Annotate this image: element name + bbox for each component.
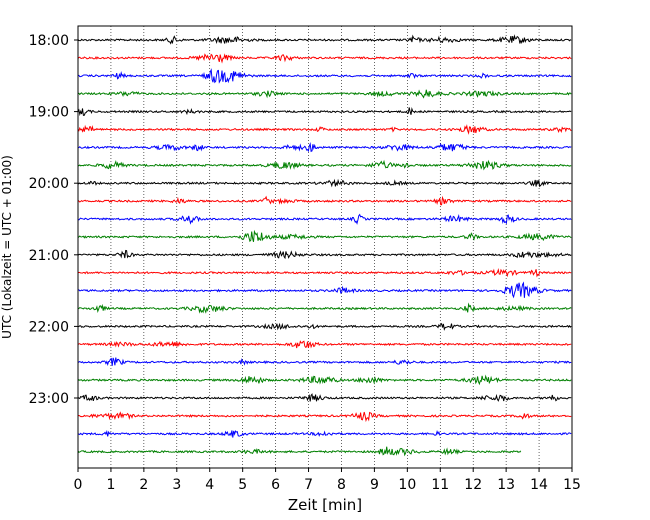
x-axis-ticks: 0 1 2 3 4 5 6 7 8 9 10 11 12 13 14 15 <box>74 468 581 493</box>
x-tick-label: 1 <box>106 477 115 493</box>
x-tick-label: 8 <box>337 477 346 493</box>
trace-1930 <box>77 141 572 153</box>
trace-1815 <box>77 53 572 64</box>
y-tick-label: 23:00 <box>29 391 69 407</box>
trace-2115 <box>77 267 572 278</box>
x-axis-label: Zeit [min] <box>288 496 362 514</box>
x-tick-label: 11 <box>431 477 449 493</box>
trace-1915 <box>77 124 572 135</box>
y-axis-label: UTC (Lokalzeit = UTC + 01:00) <box>0 155 14 339</box>
trace-2245 <box>77 374 572 386</box>
trace-2330 <box>77 429 572 438</box>
y-tick-label: 20:00 <box>29 176 69 192</box>
x-tick-label: 13 <box>497 477 515 493</box>
y-axis-ticks: 18:00 19:00 20:00 21:00 22:00 23:00 <box>29 33 78 407</box>
trace-2030 <box>77 213 572 225</box>
x-tick-label: 4 <box>205 477 214 493</box>
trace-2100 <box>77 249 572 260</box>
trace-2315 <box>77 411 572 423</box>
trace-2145 <box>77 302 572 314</box>
y-tick-label: 19:00 <box>29 105 69 121</box>
grid-lines <box>110 26 540 468</box>
trace-1900 <box>77 107 572 117</box>
x-tick-label: 2 <box>139 477 148 493</box>
trace-1830 <box>77 68 572 84</box>
x-tick-label: 0 <box>74 477 83 493</box>
trace-2345 <box>77 446 522 457</box>
y-tick-label: 18:00 <box>29 33 69 49</box>
x-tick-label: 14 <box>530 477 548 493</box>
trace-2045 <box>77 229 572 243</box>
trace-2230 <box>77 357 572 367</box>
trace-2215 <box>77 340 572 349</box>
trace-1945 <box>77 159 572 171</box>
trace-2015 <box>77 195 572 206</box>
trace-2200 <box>77 322 572 331</box>
trace-2300 <box>77 393 572 402</box>
trace-1800 <box>77 34 572 45</box>
x-tick-label: 5 <box>238 477 247 493</box>
y-tick-label: 21:00 <box>29 248 69 264</box>
trace-2000 <box>77 178 572 188</box>
trace-1845 <box>77 89 572 99</box>
x-tick-label: 10 <box>398 477 416 493</box>
x-tick-label: 9 <box>370 477 379 493</box>
x-tick-label: 7 <box>304 477 313 493</box>
x-tick-label: 6 <box>271 477 280 493</box>
x-tick-label: 12 <box>464 477 482 493</box>
x-tick-label: 3 <box>172 477 181 493</box>
seismic-traces <box>77 34 572 457</box>
y-tick-label: 22:00 <box>29 319 69 335</box>
x-tick-label: 15 <box>563 477 581 493</box>
trace-2130 <box>78 281 572 299</box>
plot-frame <box>77 25 573 469</box>
